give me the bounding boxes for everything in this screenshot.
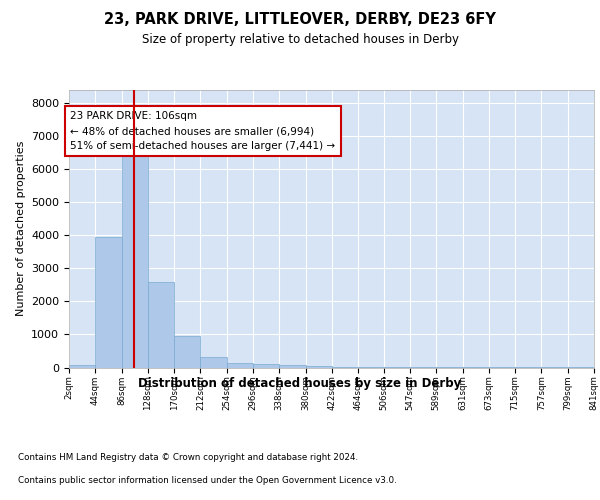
Text: 23, PARK DRIVE, LITTLEOVER, DERBY, DE23 6FY: 23, PARK DRIVE, LITTLEOVER, DERBY, DE23 … — [104, 12, 496, 28]
Text: Contains public sector information licensed under the Open Government Licence v3: Contains public sector information licen… — [18, 476, 397, 485]
Bar — [200, 358, 227, 368]
Bar — [279, 364, 305, 368]
Text: Distribution of detached houses by size in Derby: Distribution of detached houses by size … — [139, 378, 461, 390]
Bar — [69, 365, 95, 368]
Bar — [122, 150, 148, 368]
Bar — [253, 364, 279, 368]
Y-axis label: Number of detached properties: Number of detached properties — [16, 141, 26, 316]
Text: 23 PARK DRIVE: 106sqm
← 48% of detached houses are smaller (6,994)
51% of semi-d: 23 PARK DRIVE: 106sqm ← 48% of detached … — [70, 112, 335, 151]
Bar — [358, 367, 385, 368]
Bar — [148, 282, 174, 368]
Bar — [174, 336, 200, 368]
Bar — [332, 366, 358, 368]
Text: Size of property relative to detached houses in Derby: Size of property relative to detached ho… — [142, 32, 458, 46]
Text: Contains HM Land Registry data © Crown copyright and database right 2024.: Contains HM Land Registry data © Crown c… — [18, 452, 358, 462]
Bar — [95, 237, 122, 368]
Bar — [305, 366, 332, 368]
Bar — [227, 363, 253, 368]
